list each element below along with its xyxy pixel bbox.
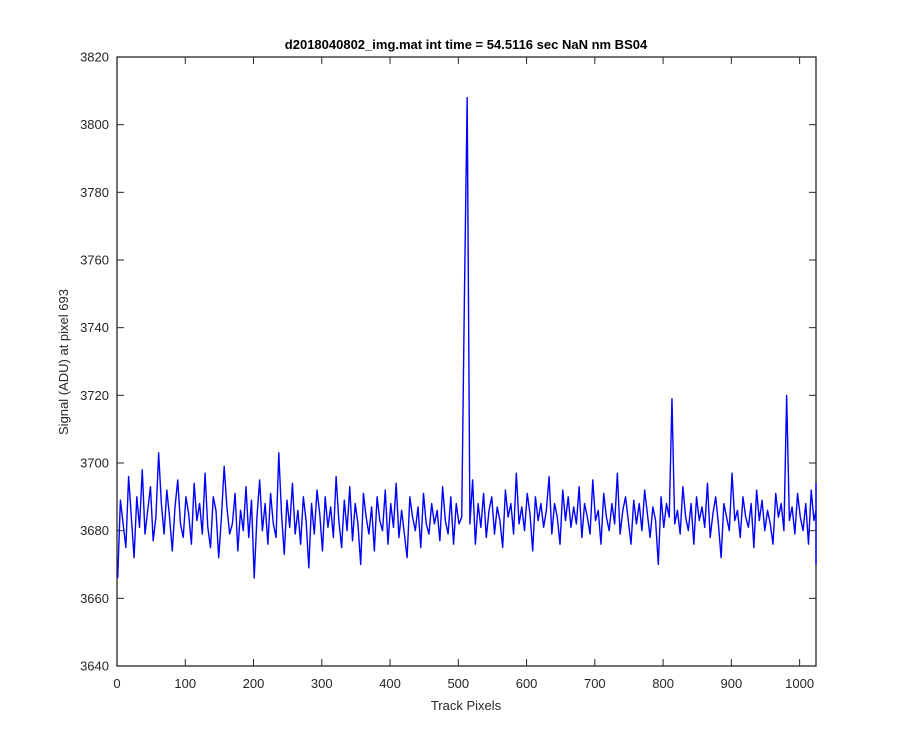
y-tick-label: 3680 [80, 523, 109, 538]
x-tick-label: 700 [584, 676, 606, 691]
y-tick-label: 3820 [80, 50, 109, 65]
y-tick-label: 3780 [80, 185, 109, 200]
x-tick-label: 800 [652, 676, 674, 691]
series-line-0 [116, 96, 817, 579]
y-tick-label: 3700 [80, 456, 109, 471]
x-tick-label: 600 [516, 676, 538, 691]
x-tick-label: 0 [113, 676, 120, 691]
x-axis-label: Track Pixels [431, 698, 502, 713]
x-tick-label: 400 [379, 676, 401, 691]
x-tick-label: 200 [243, 676, 265, 691]
chart-title: d2018040802_img.mat int time = 54.5116 s… [285, 37, 648, 52]
y-tick-label: 3740 [80, 320, 109, 335]
y-tick-label: 3760 [80, 253, 109, 268]
x-axis-ticks: 0 100 200 300 400 500 600 700 800 900 1000 [113, 57, 814, 691]
series-line-group [116, 96, 817, 579]
x-tick-label: 1000 [785, 676, 814, 691]
x-tick-label: 900 [721, 676, 743, 691]
x-tick-label: 100 [174, 676, 196, 691]
x-tick-label: 300 [311, 676, 333, 691]
y-axis-label: Signal (ADU) at pixel 693 [56, 289, 71, 435]
y-tick-label: 3660 [80, 591, 109, 606]
x-tick-label: 500 [447, 676, 469, 691]
y-tick-label: 3640 [80, 659, 109, 674]
y-tick-label: 3720 [80, 388, 109, 403]
y-axis-ticks: 3640 3660 3680 3700 3720 3740 3760 3780 3800 3820 [80, 50, 816, 674]
y-tick-label: 3800 [80, 117, 109, 132]
